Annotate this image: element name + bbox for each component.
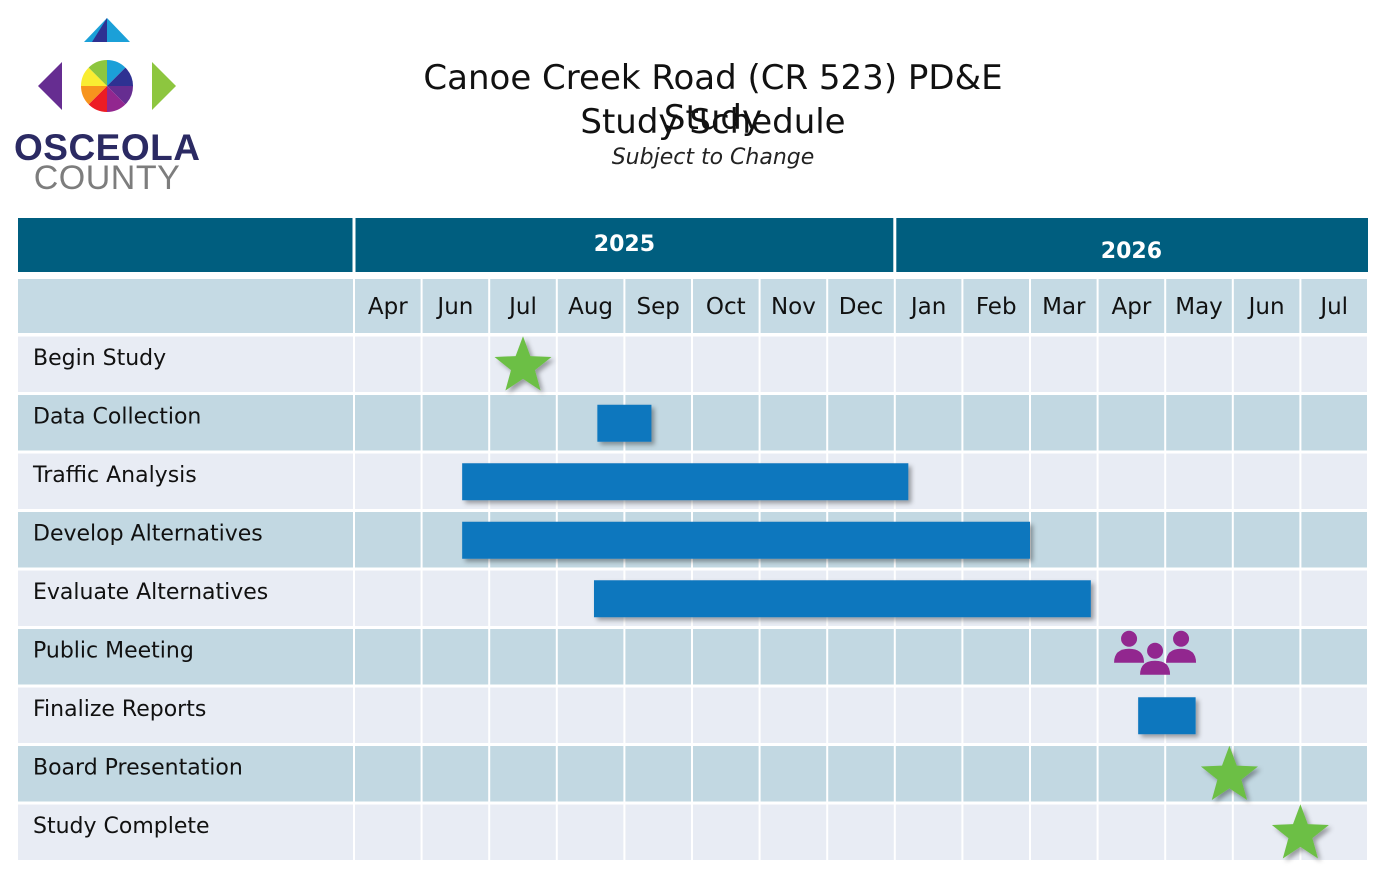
month-label: Mar [1042,294,1086,320]
task-label: Finalize Reports [33,697,206,722]
milestone-star-icon [1271,804,1329,859]
logo-top-triangle-shade [92,18,107,42]
page-title: Canoe Creek Road (CR 523) PD&E Study [423,58,1003,138]
task-label: Public Meeting [33,639,194,664]
task-bar [1138,697,1196,735]
page-subtitle: Study Schedule [580,102,846,142]
month-label: Jul [507,294,537,320]
milestone-star-icon [1200,745,1258,800]
milestone-star-icon [494,336,552,391]
month-label: Jun [435,294,473,320]
month-label: Jun [1247,294,1285,320]
task-label: Evaluate Alternatives [33,580,268,605]
public-meeting-icon [1114,630,1197,675]
logo-right-triangle [152,62,176,110]
month-label: Jan [909,294,946,320]
logo-wheel-segment [88,60,107,86]
month-label: Feb [976,294,1017,320]
month-label: Jul [1318,294,1348,320]
month-label: Aug [568,294,613,320]
logo-wheel-segment [88,86,107,112]
task-bar [462,521,1030,559]
month-label: Apr [1112,294,1152,320]
logo-text-osceola: OSCEOLA [14,127,201,168]
logo-wheel-segment [81,67,107,86]
year-label: 2026 [1101,239,1162,264]
logo-text-county: COUNTY [33,159,181,197]
task-label: Board Presentation [33,756,243,781]
task-label: Data Collection [33,405,201,430]
task-label: Begin Study [33,346,166,371]
year-label: 2025 [594,232,655,257]
logo-emblem-icon [38,18,176,112]
month-label: May [1175,294,1223,320]
logo-wheel-segment [107,60,126,86]
task-bar [593,580,1091,618]
month-label: Oct [706,294,746,320]
logo-wheel-segment [107,86,126,112]
logo-wheel-segment [81,86,107,105]
month-label: Dec [839,294,884,320]
osceola-county-logo: OSCEOLA COUNTY [14,14,201,197]
logo-wheel-segment [107,67,133,86]
task-label: Traffic Analysis [32,463,197,488]
task-label: Study Complete [33,814,210,839]
month-label: Nov [771,294,816,320]
page-note: Subject to Change [611,145,815,170]
logo-wheel-segment [107,86,133,105]
logo-left-triangle [38,62,62,110]
task-label: Develop Alternatives [33,522,263,547]
month-label: Apr [368,294,408,320]
task-bar [597,404,652,442]
year-header-row [18,218,1368,272]
month-label: Sep [637,294,680,320]
task-bar [462,463,909,501]
